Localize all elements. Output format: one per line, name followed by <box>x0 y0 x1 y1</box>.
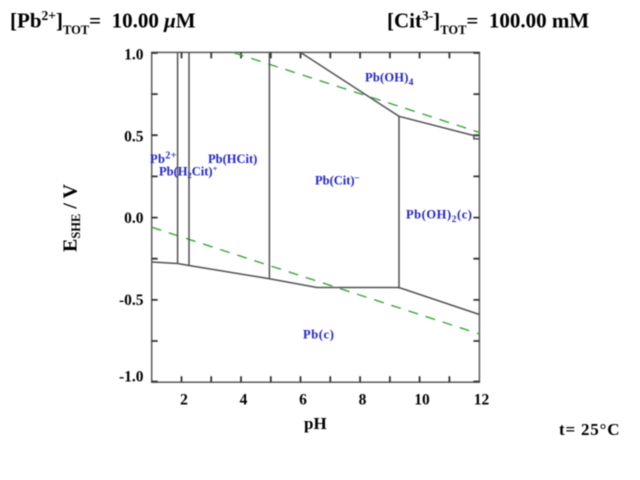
svg-text:-1.0: -1.0 <box>119 368 144 385</box>
svg-text:pH: pH <box>304 414 327 433</box>
svg-text:[Pb2+]TOT= 10.00 μM: [Pb2+]TOT= 10.00 μM <box>10 8 196 37</box>
svg-text:4: 4 <box>240 392 248 409</box>
svg-text:Pb(H2Cit)+: Pb(H2Cit)+ <box>159 164 218 181</box>
svg-text:Pb(Cit)–: Pb(Cit)– <box>315 172 360 188</box>
svg-text:10: 10 <box>414 392 430 409</box>
svg-text:[Cit3-]TOT= 100.00 mM: [Cit3-]TOT= 100.00 mM <box>387 8 589 37</box>
svg-text:0.0: 0.0 <box>124 210 144 227</box>
svg-text:-0.5: -0.5 <box>119 292 144 309</box>
svg-text:12: 12 <box>474 392 490 409</box>
svg-text:t= 25°C: t= 25°C <box>559 420 620 439</box>
svg-text:2: 2 <box>180 392 188 409</box>
svg-text:8: 8 <box>359 392 367 409</box>
svg-text:Pb(c): Pb(c) <box>303 328 334 342</box>
svg-text:Pb(OH)4: Pb(OH)4 <box>365 71 414 89</box>
svg-text:1.0: 1.0 <box>124 46 144 63</box>
svg-text:Pb(HCit): Pb(HCit) <box>208 152 257 166</box>
svg-text:6: 6 <box>299 392 307 409</box>
svg-text:0.5: 0.5 <box>124 128 144 145</box>
